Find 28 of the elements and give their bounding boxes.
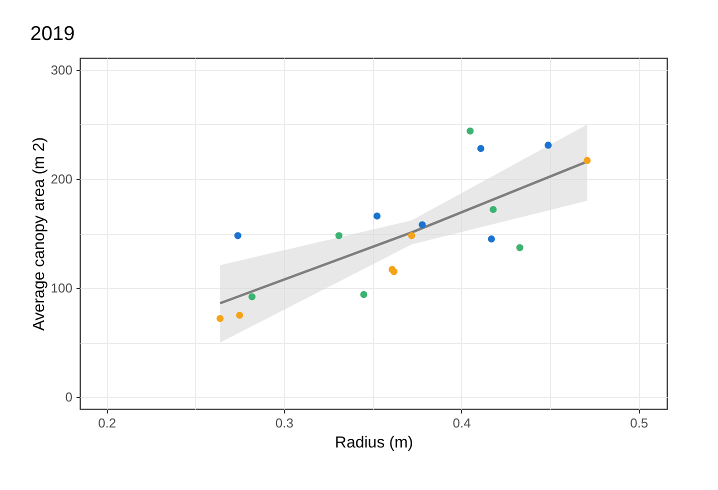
point [544, 142, 552, 149]
point [466, 128, 474, 135]
point [335, 232, 342, 240]
x-tick-label: 0.5 [630, 416, 648, 430]
point [490, 206, 497, 214]
point [488, 235, 495, 242]
point [360, 291, 368, 298]
point [374, 212, 381, 220]
point [516, 244, 524, 252]
x-tick-label: 0.3 [275, 416, 294, 430]
x-axis-title: Radius (m) [334, 434, 414, 452]
point [234, 232, 242, 240]
point [477, 144, 484, 152]
y-tick-label: 0 [65, 390, 72, 405]
point [418, 221, 426, 228]
x-tick-label: 0.4 [452, 416, 471, 430]
point [248, 293, 256, 300]
point [390, 268, 398, 276]
y-tick-label: 200 [50, 171, 72, 186]
y-tick-label: 100 [50, 280, 72, 296]
x-tick-label: 0.2 [98, 416, 116, 430]
point [408, 232, 416, 240]
point [236, 312, 244, 319]
y-tick-label: 300 [50, 62, 72, 78]
y-axis-title: Average canopy area (m 2) [30, 137, 48, 331]
chart-title: 2019 [30, 23, 75, 45]
point [584, 156, 591, 164]
point [216, 314, 224, 322]
